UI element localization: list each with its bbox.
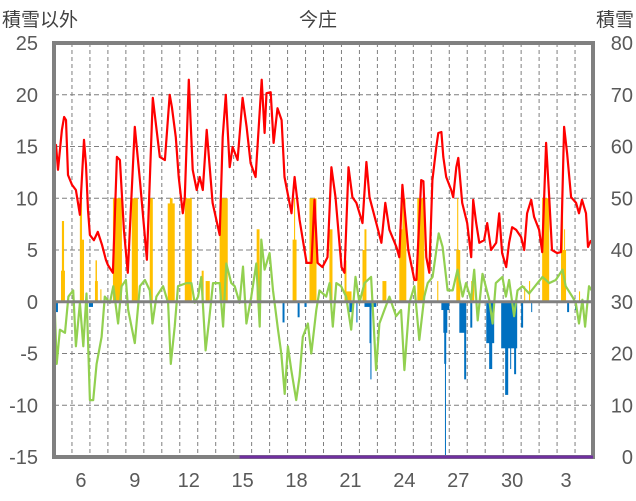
right-y-tick-label: 30 [611,292,633,314]
right-y-tick-label: 70 [611,85,633,107]
orange-bar [457,198,459,302]
blue-bar [370,301,372,380]
orange-bar [205,281,210,302]
orange-bar [131,198,138,302]
blue-bar [514,301,517,375]
left-axis-title: 積雪以外 [2,9,78,31]
blue-bar [55,301,58,313]
orange-bar [95,260,97,302]
right-y-tick-label: 60 [611,137,633,159]
x-tick-label: 6 [75,470,86,492]
orange-bar [562,198,564,302]
left-y-tick-label: -15 [9,447,38,469]
orange-bar [524,286,526,302]
orange-bar [564,229,566,302]
orange-bar [344,260,347,302]
orange-bar [184,198,192,302]
orange-bar [578,291,581,302]
orange-bar [169,198,173,302]
green-line-series [52,232,593,402]
orange-bar [346,291,352,302]
right-axis-title: 積雪 [596,9,634,31]
left-y-tick-label: -10 [9,395,38,417]
bar-series [55,198,581,457]
blue-bar [349,301,354,313]
left-y-tick-label: 20 [16,85,38,107]
orange-bar [542,198,550,302]
blue-bar [459,301,467,333]
blue-bar [531,301,533,313]
blue-bar [470,301,473,328]
orange-bar [417,198,425,302]
right-y-tick-label: 20 [611,344,633,366]
orange-bar [329,229,333,302]
orange-bar [112,198,122,302]
x-tick-label: 24 [393,470,415,492]
orange-bar [79,198,83,302]
right-y-tick-label: 0 [622,447,633,469]
blue-bar [510,301,512,370]
blue-bar [489,301,493,370]
orange-bar [382,281,387,302]
blue-bar [521,301,524,328]
orange-bar [294,198,296,302]
right-y-tick-label: 40 [611,240,633,262]
gridlines [54,43,593,457]
chart-title: 今庄 [299,9,337,31]
left-y-tick-label: 10 [16,188,38,210]
x-tick-label: 21 [339,470,361,492]
orange-bar [364,229,367,302]
plot-frame [52,41,595,459]
right-y-tick-label: 80 [611,33,633,55]
left-y-tick-label: 15 [16,137,38,159]
blue-bar [567,301,570,313]
left-y-tick-label: -5 [20,344,38,366]
orange-bar [437,281,439,302]
blue-bar [282,301,285,323]
orange-bar [402,198,406,302]
orange-bar [362,250,365,302]
right-y-tick-label: 50 [611,188,633,210]
x-tick-label: 15 [232,470,254,492]
blue-bar [464,301,467,380]
orange-bar [256,229,260,302]
blue-bar [505,301,509,395]
x-tick-label: 27 [447,470,469,492]
x-tick-label: 30 [501,470,523,492]
orange-bar [82,239,85,302]
blue-bar [444,301,446,457]
blue-bar [304,301,307,307]
x-tick-label: 12 [178,470,200,492]
left-y-tick-label: 25 [16,33,38,55]
x-tick-label: 18 [285,470,307,492]
blue-bar [356,301,358,323]
left-y-tick-label: 0 [27,292,38,314]
red-line-series [52,78,593,282]
x-tick-label: 3 [560,470,571,492]
left-y-tick-label: 5 [27,240,38,262]
orange-bar [100,289,102,302]
right-y-tick-label: 10 [611,395,633,417]
x-tick-label: 9 [129,470,140,492]
line-series [52,78,593,402]
blue-bar [88,301,93,307]
blue-bar [297,301,300,318]
orange-bar [61,221,65,302]
orange-bar [219,198,228,302]
orange-bar [149,198,153,302]
